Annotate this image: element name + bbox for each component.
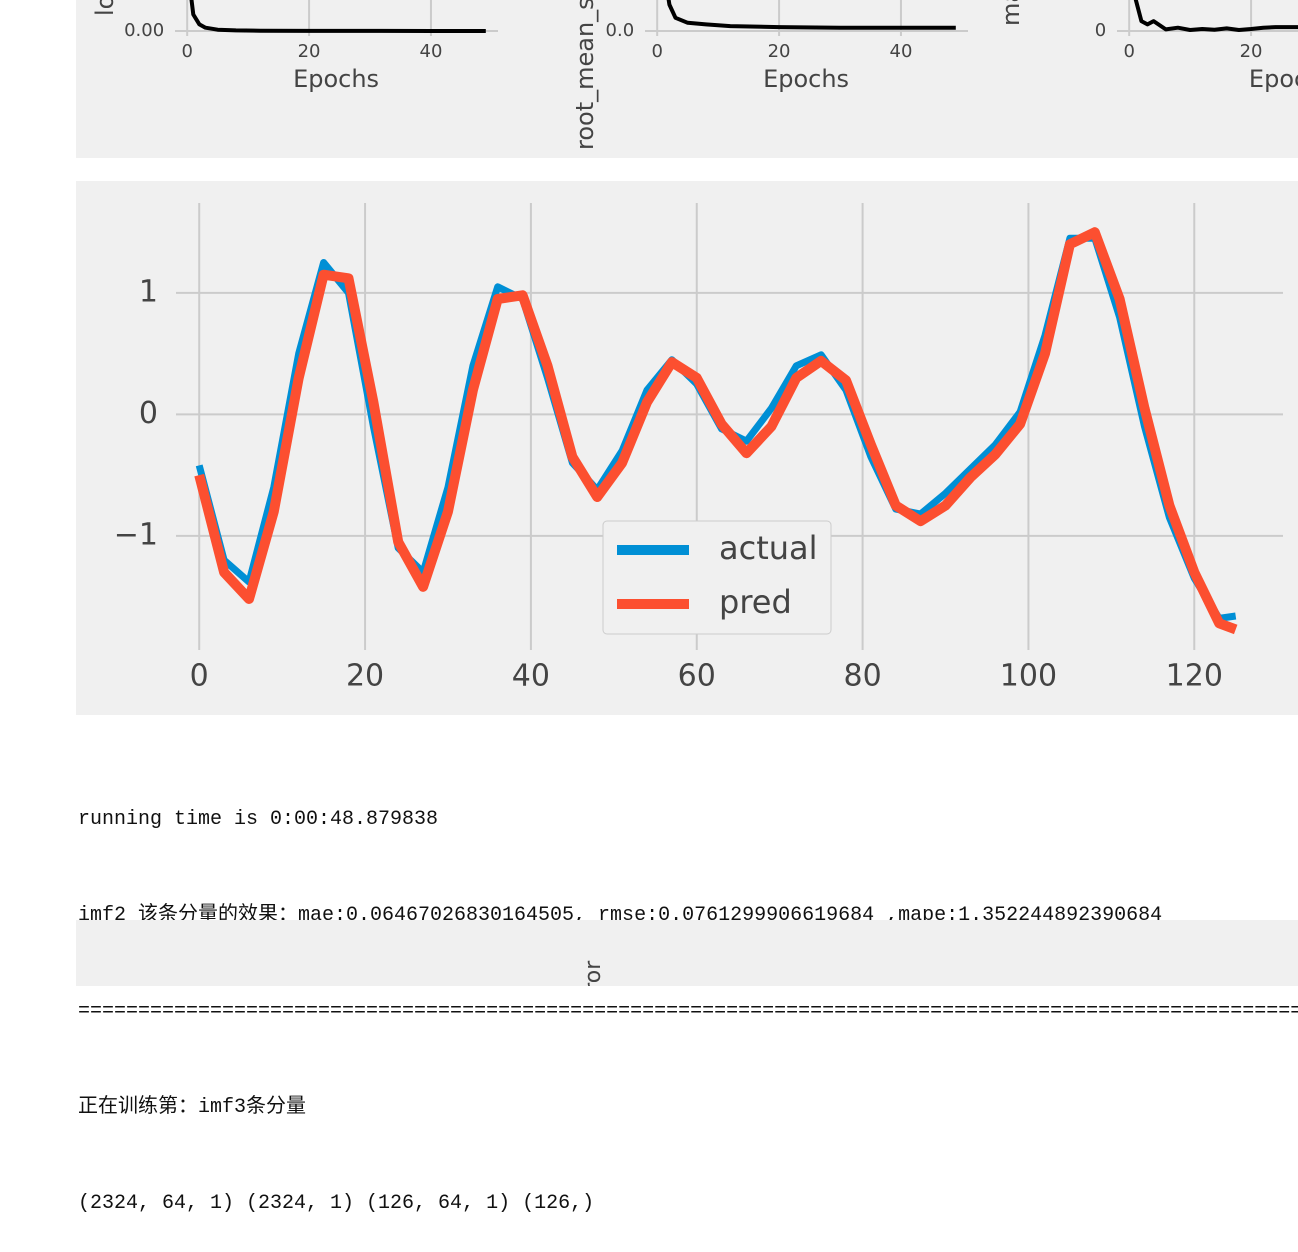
x-tick-label: 120	[1166, 659, 1223, 694]
y-tick-label: 0	[1095, 20, 1106, 41]
series-line	[666, 0, 956, 30]
x-axis-label: Epoc	[1249, 65, 1298, 93]
legend-label: pred	[719, 583, 792, 621]
x-tick-label: 40	[512, 659, 550, 694]
y-axis-label: root_mean_s	[571, 0, 599, 150]
panel-background	[76, 181, 1298, 715]
output-line: ========================================…	[78, 1000, 1298, 1023]
panel-background	[76, 0, 1298, 158]
y-tick-label: 0	[139, 396, 158, 431]
legend-label: actual	[719, 529, 818, 567]
y-tick-label: 0.0	[606, 20, 635, 41]
x-tick-label: 80	[843, 659, 881, 694]
x-tick-label: 20	[1240, 41, 1263, 62]
series-line	[1133, 0, 1298, 32]
x-tick-label: 100	[1000, 659, 1057, 694]
x-tick-label: 60	[678, 659, 716, 694]
x-tick-label: 20	[346, 659, 384, 694]
cell-output: running time is 0:00:48.879838 imf2 该条分量…	[78, 740, 1298, 1252]
y-tick-label: −1	[114, 517, 158, 552]
x-tick-label: 0	[181, 41, 192, 62]
next-panel: error	[76, 920, 1298, 986]
prediction-panel: 0 20 40 60 80 100 120 −1 0 1 actual pred	[76, 181, 1298, 715]
x-tick-label: 40	[420, 41, 443, 62]
output-line: 正在训练第：imf3条分量	[78, 1096, 307, 1119]
training-history-panel: 0 20 40 0.00 Epochs lo 0 20 40 0.0 Epochs root_mean…	[76, 0, 1298, 158]
x-tick-label: 0	[190, 659, 209, 694]
panel-background	[76, 920, 1298, 986]
y-axis-label: lo	[91, 0, 119, 16]
y-axis-label: ma	[997, 0, 1025, 26]
x-axis-label: Epochs	[293, 65, 379, 93]
notebook-page: 0 20 40 0.00 Epochs lo 0 20 40 0.0 Epochs root_mean…	[76, 0, 1298, 1215]
series-line	[189, 0, 486, 33]
y-axis-label: error	[581, 960, 606, 986]
y-tick-label: 1	[139, 274, 158, 309]
x-tick-label: 0	[1123, 41, 1134, 62]
x-tick-label: 40	[890, 41, 913, 62]
x-tick-label: 20	[768, 41, 791, 62]
series-line	[194, 227, 1238, 635]
x-tick-label: 20	[298, 41, 321, 62]
x-tick-label: 0	[651, 41, 662, 62]
output-line: running time is 0:00:48.879838	[78, 808, 439, 831]
y-tick-label: 0.00	[124, 20, 164, 41]
x-axis-label: Epochs	[763, 65, 849, 93]
output-line: (2324, 64, 1) (2324, 1) (126, 64, 1) (12…	[78, 1192, 595, 1215]
